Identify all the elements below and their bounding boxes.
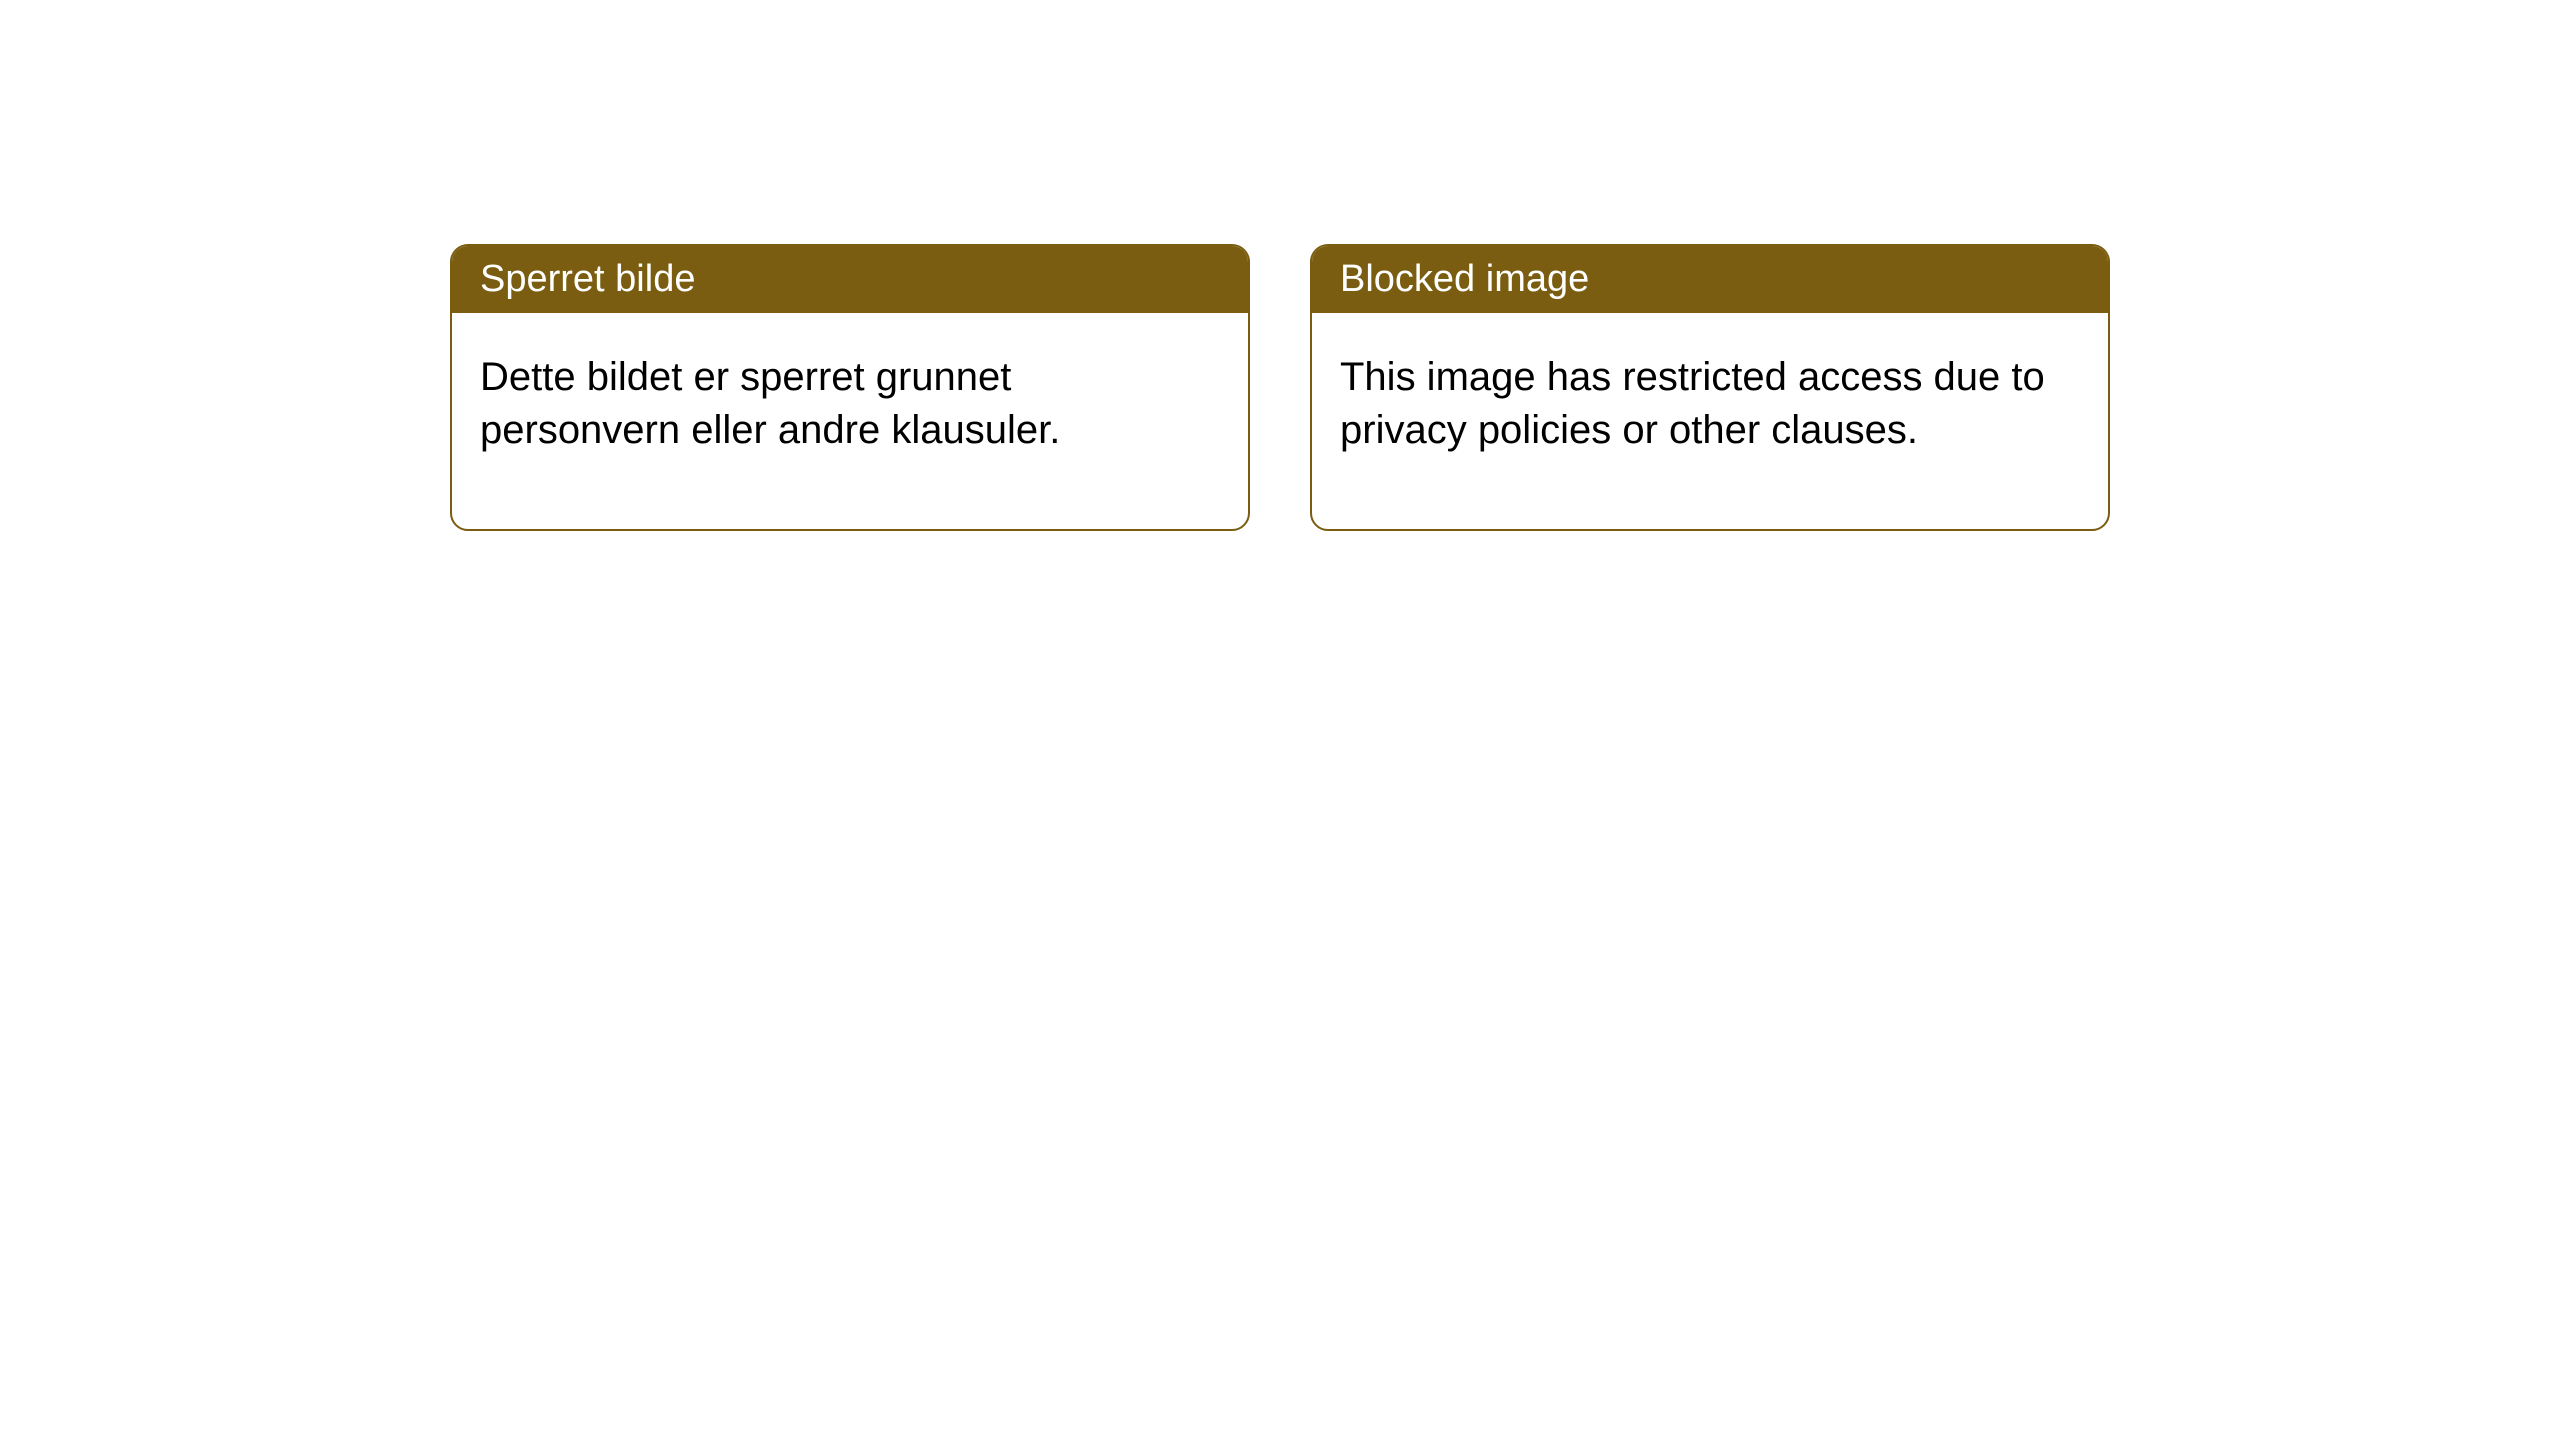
card-title: Blocked image (1340, 258, 1589, 300)
card-body-text: This image has restricted access due to … (1340, 355, 2045, 452)
card-body-text: Dette bildet er sperret grunnet personve… (480, 355, 1060, 452)
notice-card-norwegian: Sperret bilde Dette bildet er sperret gr… (450, 244, 1250, 531)
notice-cards-row: Sperret bilde Dette bildet er sperret gr… (0, 0, 2560, 531)
notice-card-english: Blocked image This image has restricted … (1310, 244, 2110, 531)
card-body: This image has restricted access due to … (1312, 313, 2108, 529)
card-header: Sperret bilde (452, 246, 1248, 313)
card-header: Blocked image (1312, 246, 2108, 313)
card-body: Dette bildet er sperret grunnet personve… (452, 313, 1248, 529)
card-title: Sperret bilde (480, 258, 695, 300)
